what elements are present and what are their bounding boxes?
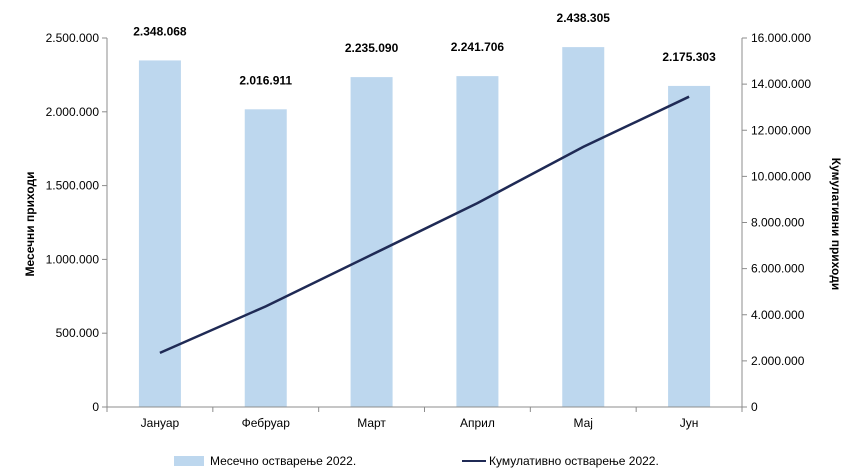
category-label-6: Јун [680, 416, 699, 430]
axes-layer [102, 37, 747, 412]
left-tick-label-3: 1.500.000 [46, 179, 100, 193]
legend-line-label: Кумулативно остварење 2022. [489, 454, 659, 468]
right-tick-label-0: 0 [751, 400, 758, 414]
bar-value-label-1: 2.348.068 [133, 24, 187, 38]
left-tick-label-1: 500.000 [56, 326, 100, 340]
left-tick-label-4: 2.000.000 [46, 105, 100, 119]
right-tick-label-2: 4.000.000 [751, 308, 805, 322]
bar-4 [456, 76, 499, 407]
line-layer [159, 95, 690, 354]
category-label-1: Јануар [141, 416, 180, 430]
bar-3 [350, 77, 393, 408]
category-label-5: Мај [574, 416, 593, 430]
left-tick-label-5: 2.500.000 [46, 31, 100, 45]
category-label-2: Фебруар [242, 416, 291, 430]
bar-value-label-2: 2.016.911 [239, 73, 292, 87]
category-label-4: Април [460, 416, 495, 430]
labels-layer: 2.348.068 Јануар 2.016.911 Фебруар 2.235.090… [46, 11, 812, 430]
bar-value-label-5: 2.438.305 [557, 11, 611, 25]
right-tick-label-3: 6.000.000 [751, 262, 805, 276]
bar-6 [668, 85, 711, 407]
cumulative-line [159, 95, 690, 354]
right-tick-label-4: 8.000.000 [751, 216, 805, 230]
bar-5 [562, 47, 605, 408]
bar-value-label-4: 2.241.706 [451, 40, 505, 54]
category-label-3: Март [357, 416, 386, 430]
left-tick-label-0: 0 [92, 400, 99, 414]
right-tick-label-1: 2.000.000 [751, 354, 805, 368]
bar-value-label-3: 2.235.090 [345, 41, 399, 55]
legend-bar-label: Месечно остварење 2022. [210, 454, 356, 468]
bars-layer [138, 47, 711, 408]
bar-value-label-6: 2.175.303 [662, 50, 716, 64]
left-tick-label-2: 1.000.000 [46, 252, 100, 266]
right-axis-title: Кумулативни приходи [829, 158, 843, 290]
right-tick-label-7: 14.000.000 [751, 77, 811, 91]
left-axis-title: Месечни приходи [23, 172, 37, 277]
bar-2 [244, 109, 287, 407]
legend-bar-swatch [174, 456, 204, 466]
right-tick-label-8: 16.000.000 [751, 31, 811, 45]
right-tick-label-5: 10.000.000 [751, 169, 811, 183]
bar-1 [138, 60, 181, 407]
right-tick-label-6: 12.000.000 [751, 123, 811, 137]
legend: Месечно остварење 2022. Кумулативно оств… [174, 454, 659, 468]
